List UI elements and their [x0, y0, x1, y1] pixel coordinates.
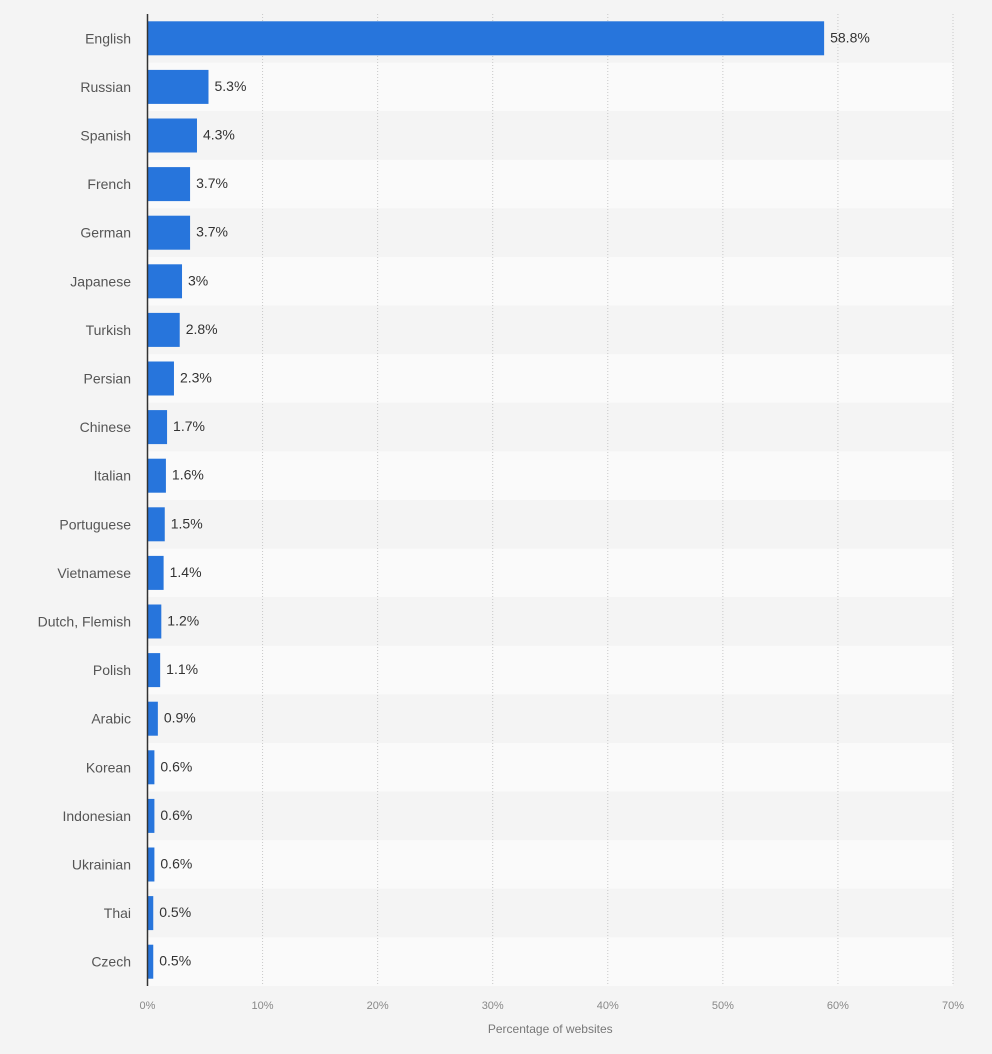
value-label: 3.7%	[196, 175, 228, 191]
row-band	[147, 257, 953, 306]
category-label: Dutch, Flemish	[38, 614, 131, 630]
category-label: Italian	[94, 468, 131, 484]
x-axis-title: Percentage of websites	[488, 1022, 613, 1036]
value-label: 1.2%	[167, 613, 199, 629]
row-band	[147, 840, 953, 889]
row-band	[147, 159, 953, 209]
category-label: Polish	[93, 662, 131, 678]
row-band	[147, 597, 953, 646]
category-label: Thai	[104, 905, 131, 921]
category-label: Indonesian	[62, 808, 131, 824]
value-label: 4.3%	[203, 127, 235, 143]
value-label: 0.6%	[160, 856, 192, 872]
bar	[147, 847, 155, 882]
value-label: 1.1%	[166, 661, 198, 677]
category-label: Japanese	[70, 273, 131, 289]
x-tick-label: 10%	[252, 1000, 274, 1012]
category-label: Russian	[80, 79, 131, 95]
category-label: Vietnamese	[57, 565, 131, 581]
bar	[147, 555, 164, 590]
category-label: Chinese	[80, 419, 132, 435]
row-band	[147, 694, 953, 743]
bar	[147, 215, 191, 250]
value-label: 0.6%	[160, 807, 192, 823]
value-label: 58.8%	[830, 29, 870, 45]
category-label: English	[85, 30, 131, 46]
value-label: 0.9%	[164, 710, 196, 726]
bar	[147, 21, 825, 56]
value-label: 0.5%	[159, 953, 191, 969]
row-band	[147, 937, 953, 986]
category-labels: English Russian Spanish French German Japanes…	[38, 30, 132, 969]
category-label: Czech	[91, 954, 131, 970]
value-label: 3.7%	[196, 224, 228, 240]
row-band	[147, 62, 953, 112]
category-label: Turkish	[86, 322, 131, 338]
x-tick-label: 70%	[942, 1000, 964, 1012]
category-label: Spanish	[80, 128, 131, 144]
bar	[147, 507, 165, 542]
row-band	[147, 645, 953, 695]
bar	[147, 312, 180, 347]
x-axis-ticks: 0% 10% 20% 30% 40% 50% 60% 70%	[140, 1000, 965, 1012]
bar	[147, 798, 155, 833]
bar	[147, 167, 191, 202]
value-label: 0.5%	[159, 904, 191, 920]
row-band	[147, 402, 953, 452]
x-tick-label: 40%	[597, 1000, 619, 1012]
bar	[147, 701, 158, 736]
bar	[147, 653, 161, 688]
row-band	[147, 111, 953, 160]
category-label: Ukrainian	[72, 857, 131, 873]
x-tick-label: 0%	[140, 1000, 156, 1012]
bar	[147, 750, 155, 785]
x-tick-label: 30%	[482, 1000, 504, 1012]
value-labels: 58.8% 5.3% 4.3% 3.7% 3.7% 3% 2.8% 2.3% 1.7% 1.6% 1…	[159, 29, 870, 968]
value-label: 2.8%	[186, 321, 218, 337]
bar	[147, 944, 154, 979]
value-label: 2.3%	[180, 370, 212, 386]
bar	[147, 458, 166, 493]
category-label: Portuguese	[59, 516, 131, 532]
bar	[147, 264, 183, 299]
bar	[147, 69, 209, 104]
row-band	[147, 548, 953, 598]
bar	[147, 118, 197, 153]
value-label: 1.5%	[171, 515, 203, 531]
row-bands	[147, 14, 953, 986]
category-label: German	[80, 225, 131, 241]
row-band	[147, 451, 953, 500]
bars	[147, 21, 825, 979]
bar	[147, 410, 168, 445]
value-label: 1.7%	[173, 418, 205, 434]
category-label: Arabic	[91, 711, 131, 727]
x-tick-label: 20%	[367, 1000, 389, 1012]
bar	[147, 604, 162, 639]
row-band	[147, 305, 953, 355]
row-band	[147, 888, 953, 938]
value-label: 5.3%	[214, 78, 246, 94]
bar	[147, 896, 154, 931]
category-label: Persian	[84, 371, 131, 387]
row-band	[147, 354, 953, 403]
row-band	[147, 743, 953, 792]
value-label: 1.4%	[170, 564, 202, 580]
row-band	[147, 791, 953, 841]
x-tick-label: 50%	[712, 1000, 734, 1012]
row-band	[147, 208, 953, 257]
gridlines	[262, 14, 954, 986]
bar	[147, 361, 174, 396]
category-label: French	[87, 176, 131, 192]
value-label: 1.6%	[172, 467, 204, 483]
category-label: Korean	[86, 759, 131, 775]
x-tick-label: 60%	[827, 1000, 849, 1012]
value-label: 3%	[188, 272, 208, 288]
value-label: 0.6%	[160, 758, 192, 774]
row-band	[147, 500, 953, 549]
